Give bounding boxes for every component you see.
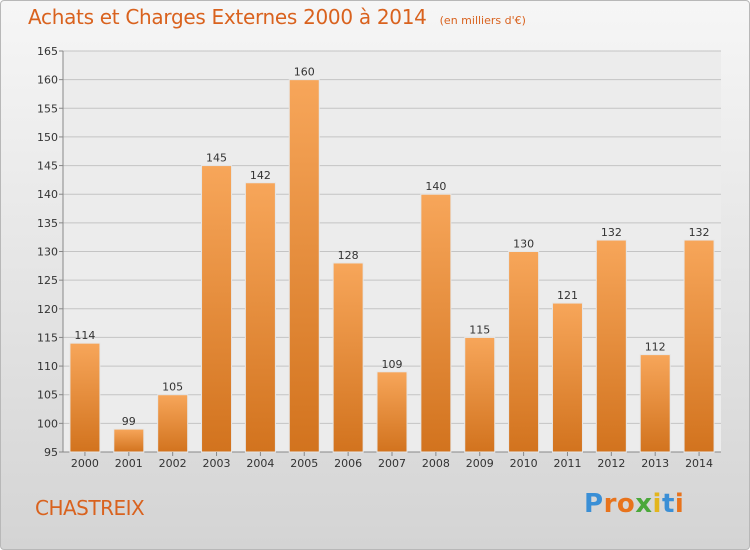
bar bbox=[508, 251, 540, 453]
bar bbox=[376, 371, 408, 453]
bar bbox=[464, 336, 496, 453]
logo-letter: P bbox=[584, 489, 604, 519]
logo-letter: i bbox=[674, 489, 685, 519]
data-label: 132 bbox=[689, 226, 710, 239]
x-tick-label: 2004 bbox=[246, 457, 274, 470]
x-tick-label: 2007 bbox=[378, 457, 406, 470]
x-tick-label: 2011 bbox=[553, 457, 581, 470]
y-tick-label: 110 bbox=[37, 360, 58, 373]
logo-letter: o bbox=[616, 489, 636, 519]
data-label: 128 bbox=[338, 249, 359, 262]
y-tick-label: 105 bbox=[37, 389, 58, 402]
bar bbox=[244, 182, 276, 453]
y-tick-label: 135 bbox=[37, 217, 58, 230]
chart-title-row: Achats et Charges Externes 2000 à 2014 (… bbox=[28, 5, 526, 29]
data-label: 109 bbox=[382, 358, 403, 371]
x-tick-label: 2001 bbox=[115, 457, 143, 470]
chart-title: Achats et Charges Externes 2000 à 2014 bbox=[28, 5, 427, 29]
y-tick-label: 100 bbox=[37, 417, 58, 430]
bar bbox=[595, 239, 627, 453]
y-tick-label: 145 bbox=[37, 160, 58, 173]
y-tick-label: 155 bbox=[37, 102, 58, 115]
data-label: 121 bbox=[557, 289, 578, 302]
x-tick-label: 2014 bbox=[685, 457, 713, 470]
y-tick-label: 140 bbox=[37, 188, 58, 201]
y-tick-label: 150 bbox=[37, 131, 58, 144]
data-label: 140 bbox=[425, 180, 446, 193]
y-tick-label: 120 bbox=[37, 303, 58, 316]
bar bbox=[288, 79, 320, 453]
bar bbox=[69, 342, 101, 453]
y-tick-label: 95 bbox=[44, 446, 58, 459]
x-tick-label: 2010 bbox=[510, 457, 538, 470]
chart-unit: (en milliers d'€) bbox=[439, 14, 526, 27]
proxiti-logo: Proxiti bbox=[584, 489, 684, 519]
logo-letter: i bbox=[652, 489, 662, 519]
logo-letter: r bbox=[603, 489, 617, 519]
x-tick-label: 2000 bbox=[71, 457, 99, 470]
y-tick-label: 115 bbox=[37, 331, 58, 344]
logo-letter: x bbox=[635, 489, 653, 519]
data-label: 115 bbox=[469, 323, 490, 336]
data-label: 99 bbox=[122, 415, 136, 428]
bar bbox=[332, 262, 364, 453]
x-tick-label: 2003 bbox=[203, 457, 231, 470]
data-label: 105 bbox=[162, 381, 183, 394]
bar bbox=[683, 239, 715, 453]
data-label: 112 bbox=[645, 341, 666, 354]
bar bbox=[157, 394, 189, 453]
data-label: 132 bbox=[601, 226, 622, 239]
x-tick-label: 2012 bbox=[597, 457, 625, 470]
data-label: 160 bbox=[294, 66, 315, 79]
bar bbox=[201, 165, 233, 453]
data-label: 130 bbox=[513, 238, 534, 251]
data-label: 114 bbox=[74, 329, 95, 342]
commune-name: CHASTREIX bbox=[35, 496, 145, 520]
y-tick-label: 125 bbox=[37, 274, 58, 287]
bar bbox=[551, 302, 583, 453]
logo-letter: t bbox=[661, 489, 675, 519]
y-tick-label: 165 bbox=[37, 45, 58, 58]
bar bbox=[639, 354, 671, 453]
bar bbox=[113, 428, 145, 453]
x-tick-label: 2002 bbox=[159, 457, 187, 470]
x-tick-label: 2009 bbox=[466, 457, 494, 470]
data-label: 145 bbox=[206, 152, 227, 165]
x-tick-label: 2013 bbox=[641, 457, 669, 470]
y-tick-label: 130 bbox=[37, 246, 58, 259]
x-tick-label: 2008 bbox=[422, 457, 450, 470]
x-tick-label: 2005 bbox=[290, 457, 318, 470]
y-tick-label: 160 bbox=[37, 74, 58, 87]
x-tick-label: 2006 bbox=[334, 457, 362, 470]
data-label: 142 bbox=[250, 169, 271, 182]
bar bbox=[420, 193, 452, 453]
